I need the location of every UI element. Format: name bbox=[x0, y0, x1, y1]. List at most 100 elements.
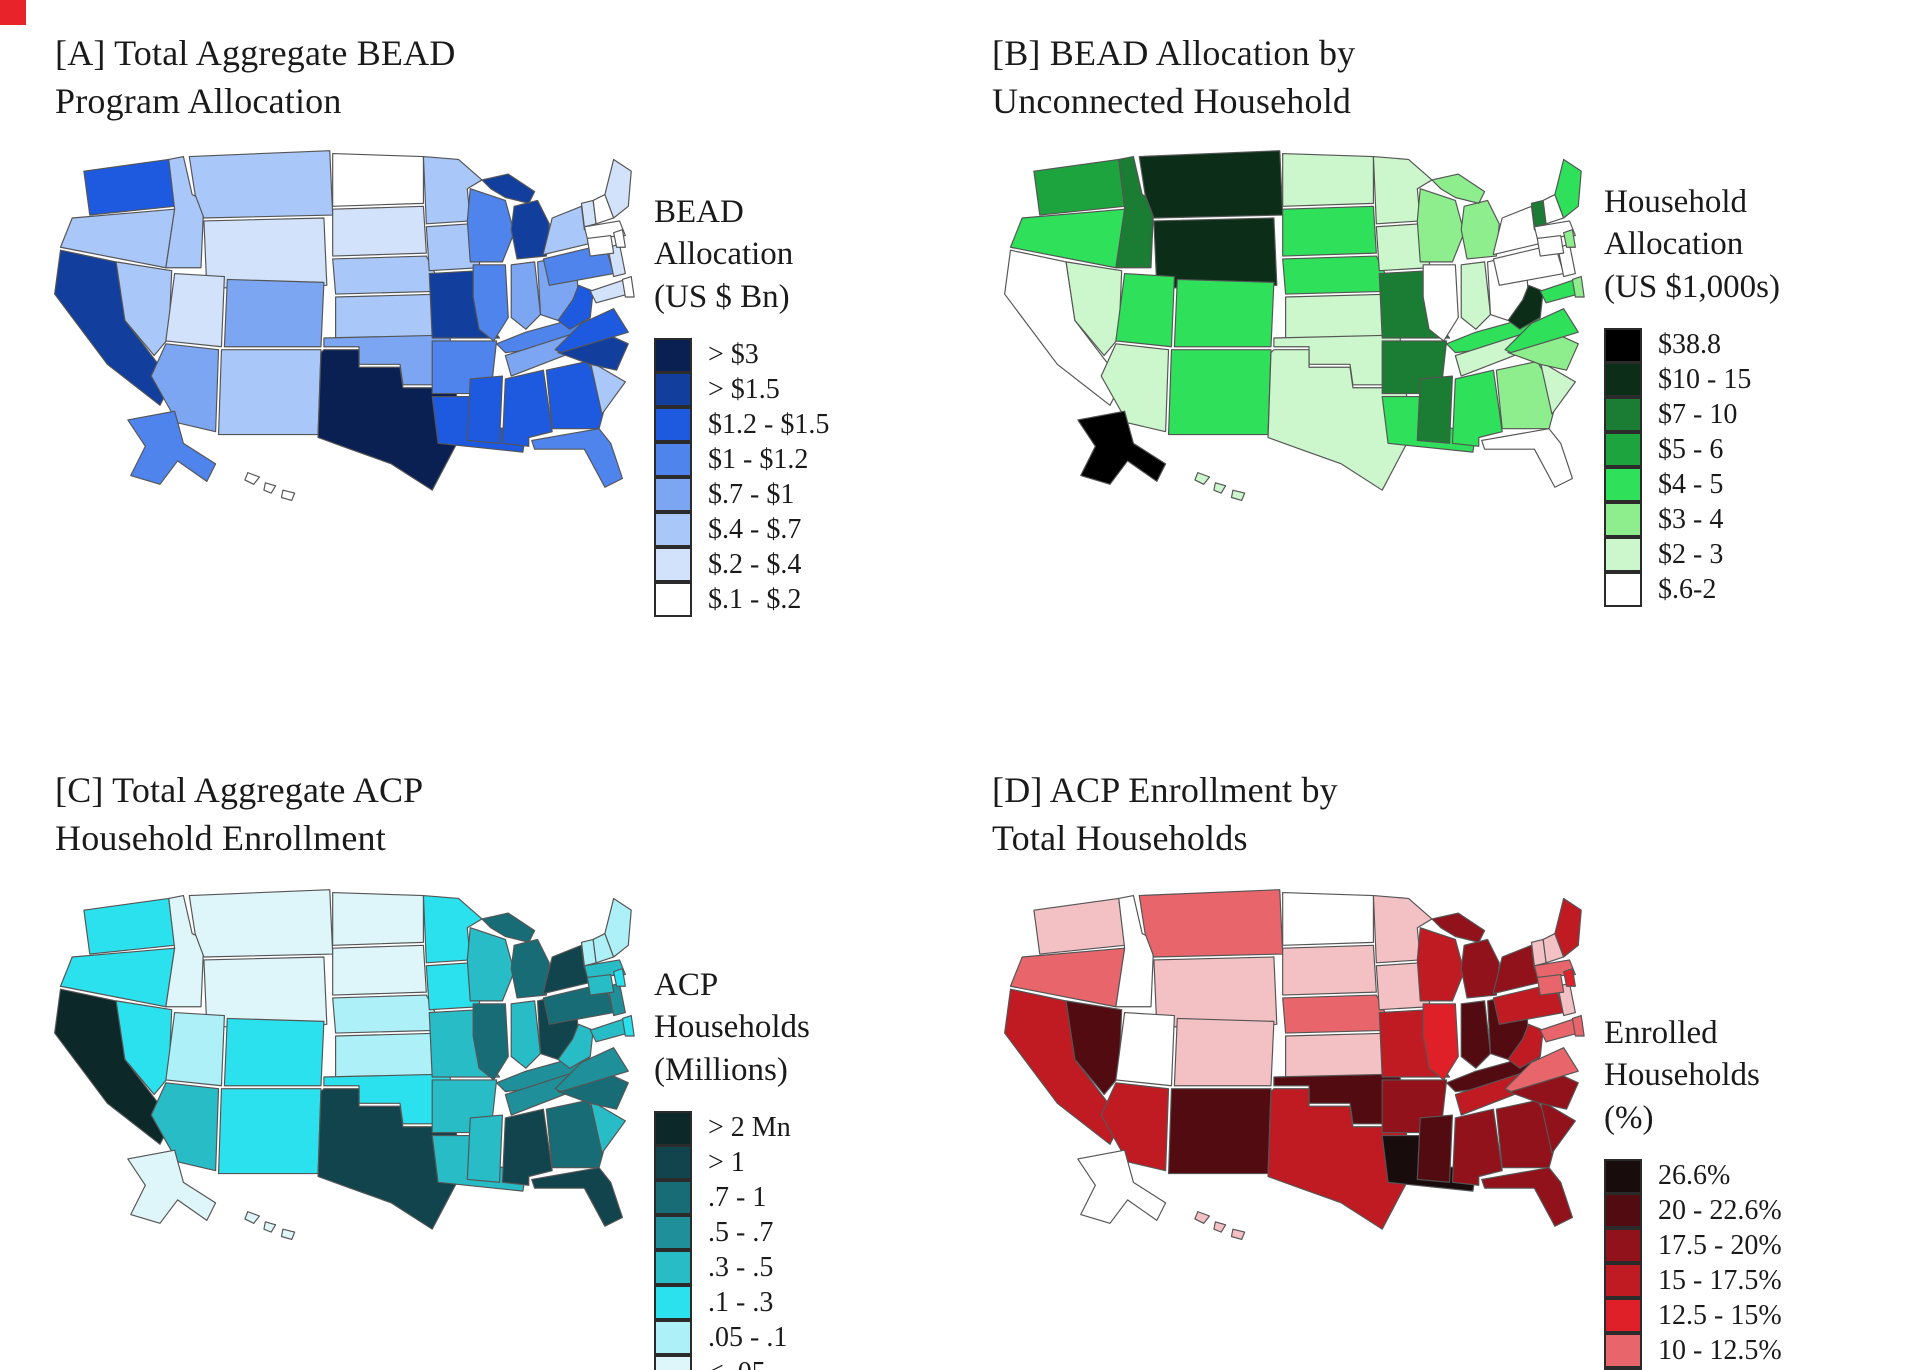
panel-c-title: [C] Total Aggregate ACP Household Enroll… bbox=[0, 685, 960, 862]
legend-bin: > 1 bbox=[654, 1144, 810, 1181]
panel-b-title: [B] BEAD Allocation by Unconnected House… bbox=[960, 0, 1920, 125]
panel-a-content: BEAD Allocation (US $ Bn) > $3 > $1.5 $1.2… bbox=[40, 133, 960, 618]
panel-a: [A] Total Aggregate BEAD Program Allocat… bbox=[0, 0, 960, 685]
panel-c-legend-bins: > 2 Mn > 1.7 - 1.5 - .7.3 - .5.1 - .3.05 … bbox=[654, 1110, 810, 1370]
legend-swatch bbox=[1604, 1332, 1642, 1368]
legend-swatch bbox=[1604, 1227, 1642, 1263]
legend-swatch bbox=[1604, 1297, 1642, 1333]
legend-bin: $7 - 10 bbox=[1604, 396, 1780, 433]
legend-bin-label: .05 - .1 bbox=[708, 1322, 788, 1354]
legend-swatch bbox=[1604, 361, 1642, 397]
legend-bin: < .05 bbox=[654, 1354, 810, 1370]
panel-b-title-line2: Unconnected Household bbox=[992, 80, 1352, 121]
legend-bin: $.7 - $1 bbox=[654, 476, 829, 513]
legend-title-line: (US $ Bn) bbox=[654, 278, 790, 315]
legend-swatch bbox=[654, 1354, 692, 1370]
panel-c-legend-title: ACP Households (Millions) bbox=[654, 964, 810, 1091]
legend-swatch bbox=[1604, 536, 1642, 572]
legend-swatch bbox=[1604, 396, 1642, 432]
legend-bin: .05 - .1 bbox=[654, 1319, 810, 1356]
legend-bin-label: .1 - .3 bbox=[708, 1287, 774, 1319]
legend-swatch bbox=[1604, 431, 1642, 467]
legend-swatch bbox=[1604, 501, 1642, 537]
legend-swatch bbox=[654, 1284, 692, 1320]
legend-swatch bbox=[654, 1110, 692, 1146]
legend-swatch bbox=[654, 441, 692, 477]
legend-bin-label: $5 - 6 bbox=[1658, 434, 1724, 466]
legend-swatch bbox=[1604, 1262, 1642, 1298]
legend-title-line: BEAD bbox=[654, 194, 744, 231]
legend-swatch bbox=[654, 511, 692, 547]
legend-title-line: ACP bbox=[654, 967, 719, 1004]
legend-bin: 12.5 - 15% bbox=[1604, 1297, 1782, 1334]
legend-title-line: Household bbox=[1604, 184, 1747, 221]
panel-b-title-line1: [B] BEAD Allocation by bbox=[992, 33, 1356, 73]
legend-bin: > $3 bbox=[654, 337, 829, 373]
legend-bin: $.2 - $.4 bbox=[654, 546, 829, 583]
legend-bin-label: 10 - 12.5% bbox=[1658, 1335, 1782, 1367]
legend-title-line: Allocation bbox=[654, 236, 794, 273]
panel-c-content: ACP Households (Millions) > 2 Mn > 1.7 - … bbox=[40, 872, 960, 1370]
legend-bin-label: > 1 bbox=[708, 1147, 745, 1179]
panel-c-title-line1: [C] Total Aggregate ACP bbox=[55, 770, 424, 810]
legend-bin-label: 26.6% bbox=[1658, 1160, 1731, 1192]
legend-bin: $2 - 3 bbox=[1604, 536, 1780, 573]
legend-swatch bbox=[654, 1179, 692, 1215]
legend-bin-label: < .05 bbox=[708, 1357, 766, 1370]
legend-swatch bbox=[1604, 571, 1642, 607]
us-map-acp-percent bbox=[1004, 889, 1585, 1241]
legend-bin-label: $.7 - $1 bbox=[708, 479, 795, 511]
legend-bin: $.4 - $.7 bbox=[654, 511, 829, 548]
legend-bin-label: $3 - 4 bbox=[1658, 504, 1724, 536]
legend-swatch bbox=[1604, 1192, 1642, 1228]
legend-bin-label: 20 - 22.6% bbox=[1658, 1195, 1782, 1227]
legend-bin-label: $.2 - $.4 bbox=[708, 549, 802, 581]
legend-swatch bbox=[1604, 1158, 1642, 1194]
legend-bin: $1.2 - $1.5 bbox=[654, 406, 830, 443]
legend-bin: .3 - .5 bbox=[654, 1249, 810, 1286]
legend-swatch bbox=[654, 1319, 692, 1355]
panel-a-legend-title: BEAD Allocation (US $ Bn) bbox=[654, 191, 829, 318]
legend-bin: 7.5 - 10% bbox=[1604, 1367, 1782, 1370]
panel-d-title-line2: Total Households bbox=[992, 817, 1248, 858]
panel-a-title-line1: [A] Total Aggregate BEAD bbox=[55, 33, 456, 73]
legend-bin-label: $1 - $1.2 bbox=[708, 444, 809, 476]
legend-swatch bbox=[654, 581, 692, 617]
panel-a-title-line2: Program Allocation bbox=[55, 80, 342, 121]
legend-bin-label: $.1 - $.2 bbox=[708, 584, 802, 616]
legend-bin: $3 - 4 bbox=[1604, 501, 1780, 538]
legend-bin-label: .7 - 1 bbox=[708, 1182, 767, 1214]
us-map-bead-total bbox=[54, 150, 635, 502]
legend-bin: 20 - 22.6% bbox=[1604, 1192, 1782, 1229]
legend-bin-label: $.6-2 bbox=[1658, 574, 1717, 606]
panel-d-content: Enrolled Households (%) 26.6% 20 - 22.6% 1… bbox=[990, 872, 1920, 1370]
legend-bin-label: .3 - .5 bbox=[708, 1252, 774, 1284]
legend-bin-label: $1.2 - $1.5 bbox=[708, 409, 830, 441]
panel-d-legend: Enrolled Households (%) 26.6% 20 - 22.6% 1… bbox=[1604, 1012, 1782, 1370]
legend-bin-label: $4 - 5 bbox=[1658, 469, 1724, 501]
panel-b-legend-title: Household Allocation (US $1,000s) bbox=[1604, 181, 1780, 308]
legend-bin: $1 - $1.2 bbox=[654, 441, 829, 478]
legend-title-line: (US $1,000s) bbox=[1604, 268, 1781, 305]
panel-c: [C] Total Aggregate ACP Household Enroll… bbox=[0, 685, 960, 1370]
legend-bin: $.1 - $.2 bbox=[654, 581, 829, 618]
panel-b-legend: Household Allocation (US $1,000s) $38.8 $… bbox=[1604, 181, 1780, 608]
panel-b-content: Household Allocation (US $1,000s) $38.8 $… bbox=[990, 133, 1920, 608]
us-map-acp-total bbox=[54, 889, 635, 1241]
panel-a-legend: BEAD Allocation (US $ Bn) > $3 > $1.5 $1.2… bbox=[654, 191, 829, 618]
screen-artifact bbox=[0, 0, 26, 25]
legend-bin-label: $38.8 bbox=[1658, 329, 1721, 361]
legend-swatch bbox=[654, 546, 692, 582]
legend-bin-label: > $3 bbox=[708, 339, 759, 371]
legend-bin: $10 - 15 bbox=[1604, 361, 1780, 398]
panel-b: [B] BEAD Allocation by Unconnected House… bbox=[960, 0, 1920, 685]
legend-bin: 10 - 12.5% bbox=[1604, 1332, 1782, 1369]
legend-bin-label: > 2 Mn bbox=[708, 1112, 791, 1144]
legend-bin-label: $7 - 10 bbox=[1658, 399, 1738, 431]
legend-title-line: Enrolled bbox=[1604, 1015, 1718, 1052]
panel-d-title: [D] ACP Enrollment by Total Households bbox=[960, 685, 1920, 862]
panel-d: [D] ACP Enrollment by Total Households E… bbox=[960, 685, 1920, 1370]
legend-bin-label: .5 - .7 bbox=[708, 1217, 774, 1249]
